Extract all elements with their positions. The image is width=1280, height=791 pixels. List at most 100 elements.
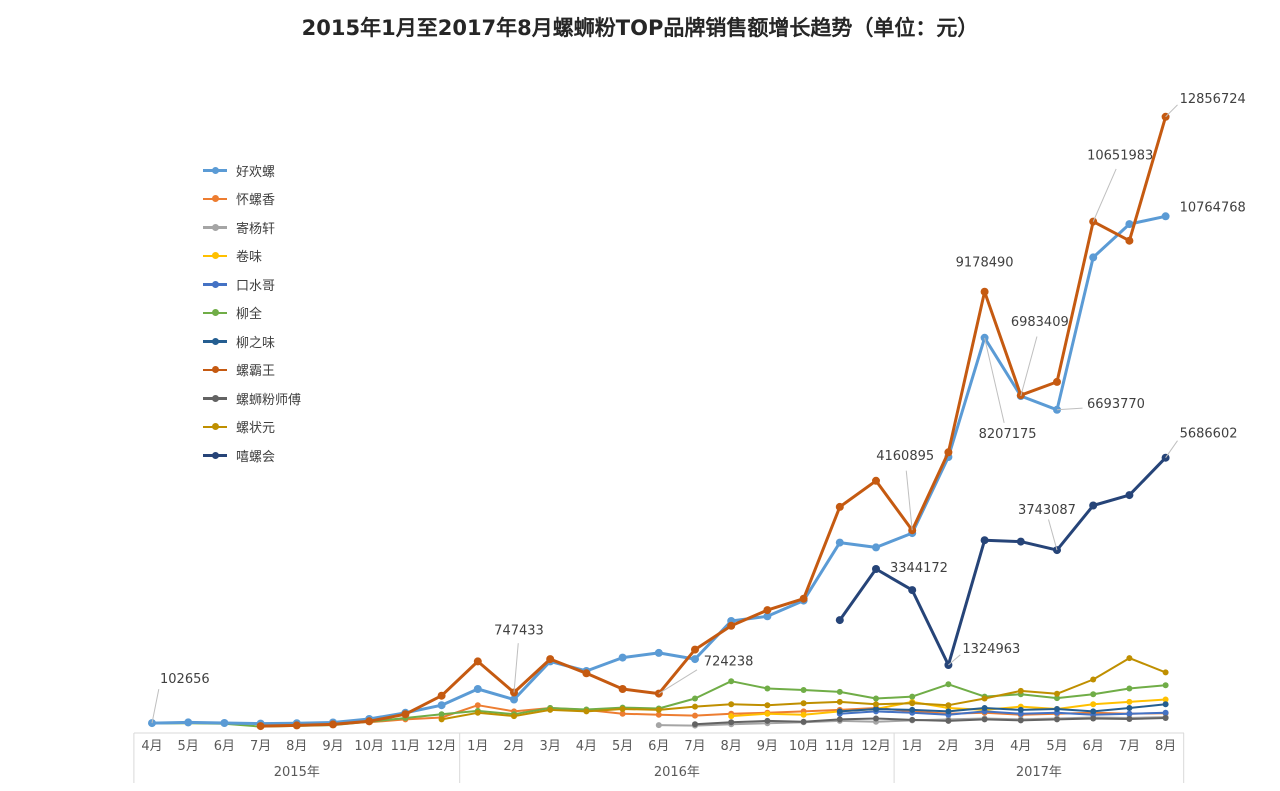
data-point <box>872 476 880 485</box>
x-axis-label: 6月 <box>214 739 235 754</box>
data-point <box>1089 501 1098 510</box>
data-point <box>764 710 771 717</box>
data-label: 102656 <box>160 672 210 687</box>
data-point <box>800 718 807 725</box>
data-point <box>981 705 988 711</box>
legend-label: 嘻螺会 <box>236 449 276 465</box>
legend-label: 卷味 <box>236 250 263 266</box>
legend-marker-icon <box>203 421 227 433</box>
data-point <box>547 706 554 713</box>
data-point <box>401 710 410 719</box>
data-point <box>437 701 446 710</box>
data-point <box>728 713 735 720</box>
data-point <box>836 716 843 723</box>
x-axis-label: 12月 <box>861 739 891 754</box>
data-point <box>1161 212 1170 221</box>
data-point <box>1162 669 1169 676</box>
x-axis-label: 4月 <box>1010 739 1031 754</box>
year-label: 2015年 <box>274 765 320 780</box>
data-point <box>836 688 843 695</box>
data-point <box>727 621 736 630</box>
x-axis-label: 7月 <box>1119 739 1140 754</box>
data-label: 12856724 <box>1180 92 1246 107</box>
data-point <box>945 708 952 715</box>
legend-marker-icon <box>203 449 227 461</box>
x-axis-label: 11月 <box>825 739 855 754</box>
data-point <box>945 702 952 709</box>
data-point <box>981 716 988 723</box>
data-point <box>473 657 482 666</box>
data-label: 724238 <box>704 655 754 670</box>
x-axis-label: 7月 <box>250 739 271 754</box>
x-axis-label: 4月 <box>576 739 597 754</box>
data-point <box>619 710 626 717</box>
series-line-6 <box>838 703 1167 713</box>
data-point <box>1017 687 1024 694</box>
data-point <box>292 721 301 730</box>
data-point <box>909 693 916 700</box>
x-axis-label: 9月 <box>322 739 343 754</box>
annotation-leader-line <box>948 654 961 666</box>
data-point <box>1054 716 1060 723</box>
data-point <box>365 717 374 726</box>
data-point <box>1162 715 1169 721</box>
data-point <box>800 700 807 707</box>
data-point <box>1162 696 1169 703</box>
data-point <box>1053 377 1061 386</box>
legend-marker-icon <box>203 164 227 176</box>
data-point <box>728 678 735 685</box>
data-point <box>835 616 844 625</box>
series-line-8 <box>694 717 1167 726</box>
data-point <box>655 722 662 729</box>
data-point <box>1162 701 1169 708</box>
data-point <box>1090 701 1097 708</box>
data-point <box>1089 253 1098 262</box>
data-point <box>1126 655 1133 662</box>
legend-item-2: 寄杨轩 <box>203 213 301 242</box>
data-point <box>474 709 481 716</box>
data-point <box>872 543 880 552</box>
data-point <box>1126 698 1133 705</box>
data-point <box>1125 220 1134 229</box>
legend-marker-icon <box>203 250 227 262</box>
data-point <box>220 719 229 727</box>
chart-title: 2015年1月至2017年8月螺蛳粉TOP品牌销售额增长趋势（单位：元） <box>301 16 979 40</box>
data-label: 9178490 <box>956 256 1014 271</box>
data-point <box>763 606 772 615</box>
data-point <box>1126 705 1133 711</box>
data-point <box>873 715 879 722</box>
series-line-10 <box>838 456 1168 667</box>
data-point <box>909 716 916 723</box>
data-point <box>473 685 482 693</box>
annotation-leader-line <box>1092 168 1117 222</box>
series-line-7 <box>259 115 1168 728</box>
data-label: 6983409 <box>1011 315 1069 330</box>
x-axis-label: 4月 <box>141 739 162 754</box>
data-point <box>945 681 952 688</box>
data-point <box>909 700 916 707</box>
data-point <box>692 712 698 719</box>
data-point <box>836 708 843 715</box>
legend-marker-icon <box>203 335 227 347</box>
data-point <box>1017 706 1024 713</box>
data-point <box>582 669 591 678</box>
x-axis-label: 8月 <box>721 739 742 754</box>
x-axis-label: 3月 <box>974 739 995 754</box>
legend-label: 螺蛳粉师傅 <box>236 392 302 408</box>
data-point <box>908 526 917 535</box>
legend-marker-icon <box>203 278 227 290</box>
data-label: 6693770 <box>1087 397 1145 412</box>
x-axis-label: 6月 <box>648 739 669 754</box>
annotation-leader-line <box>905 470 913 531</box>
data-label: 8207175 <box>979 427 1037 442</box>
data-point <box>256 722 265 731</box>
x-axis-label: 5月 <box>612 739 633 754</box>
legend-label: 怀螺香 <box>236 193 276 209</box>
x-axis-label: 6月 <box>1083 739 1104 754</box>
data-point <box>1053 405 1061 414</box>
x-axis-label: 10月 <box>354 739 384 754</box>
data-point <box>618 653 627 662</box>
data-label: 1324963 <box>962 642 1020 657</box>
data-point <box>873 695 879 702</box>
